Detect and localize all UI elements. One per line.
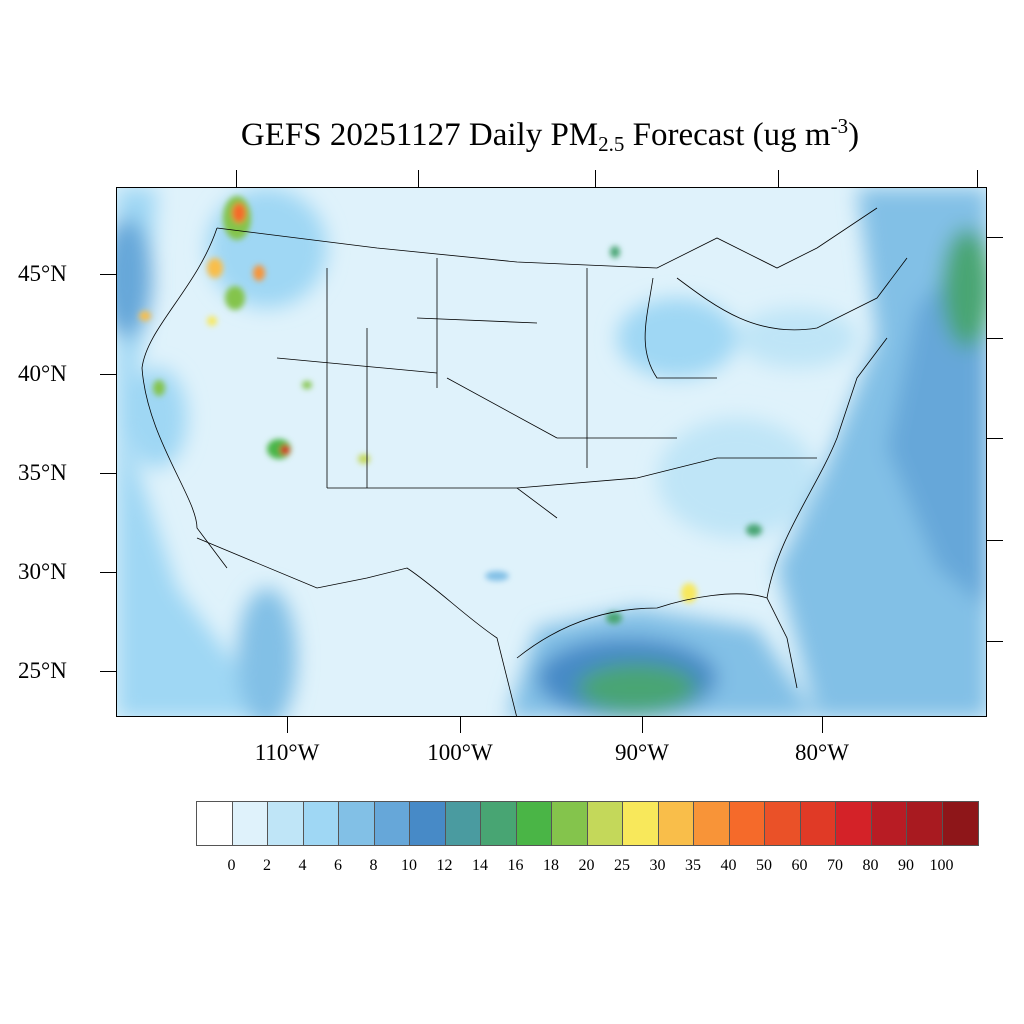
axis-tick [987, 237, 1003, 238]
colorbar-label: 0 [227, 857, 236, 874]
colorbar-box [268, 802, 304, 845]
lat-label: 45°N [18, 261, 67, 286]
axis-tick [642, 717, 643, 733]
axis-tick [987, 540, 1003, 541]
colorbar-box [658, 802, 694, 845]
lon-label: 100°W [427, 740, 493, 765]
colorbar-box [871, 802, 907, 845]
colorbar-label: 20 [578, 857, 595, 874]
axis-tick [460, 717, 461, 733]
lat-label: 25°N [18, 658, 67, 683]
colorbar-label: 80 [862, 857, 879, 874]
colorbar-label: 8 [369, 857, 378, 874]
colorbar-label: 2 [263, 857, 271, 874]
colorbar-box [942, 802, 978, 845]
colorbar-label: 70 [827, 857, 843, 874]
colorbar-box [516, 802, 552, 845]
colorbar [196, 801, 979, 846]
colorbar-label: 40 [720, 857, 737, 874]
axis-tick [987, 338, 1003, 339]
colorbar-label: 6 [334, 857, 342, 874]
lat-label: 40°N [18, 361, 67, 386]
lat-label: 30°N [18, 559, 67, 584]
colorbar-box [907, 802, 943, 845]
colorbar-box [481, 802, 517, 845]
colorbar-box [587, 802, 623, 845]
axis-tick [287, 717, 288, 733]
axis-tick [977, 170, 978, 187]
colorbar-label: 4 [298, 857, 307, 874]
lat-label: 35°N [18, 460, 67, 485]
colorbar-box [374, 802, 410, 845]
colorbar-label: 12 [436, 857, 453, 874]
colorbar-box [836, 802, 872, 845]
colorbar-label: 100 [929, 857, 954, 874]
colorbar-label: 30 [649, 857, 666, 874]
lon-label: 90°W [615, 740, 669, 765]
colorbar-label: 90 [898, 857, 914, 874]
colorbar-box [232, 802, 268, 845]
colorbar-box [729, 802, 765, 845]
colorbar-box [623, 802, 659, 845]
colorbar-box [765, 802, 801, 845]
colorbar-box [339, 802, 375, 845]
colorbar-box [800, 802, 836, 845]
colorbar-box [197, 802, 233, 845]
axis-tick [987, 438, 1003, 439]
lon-label: 110°W [254, 740, 320, 765]
axis-tick [100, 274, 116, 275]
lon-label: 80°W [795, 740, 849, 765]
chart-title: GEFS 20251127 Daily PM2.5 Forecast (ug m… [240, 114, 860, 156]
axis-tick [100, 572, 116, 573]
axis-tick [822, 717, 823, 733]
axis-tick [100, 473, 116, 474]
axis-tick [236, 170, 237, 187]
colorbar-label: 35 [685, 857, 701, 874]
colorbar-label: 60 [791, 857, 808, 874]
colorbar-label: 50 [756, 857, 772, 874]
colorbar-label: 16 [507, 857, 524, 874]
axis-tick [100, 374, 116, 375]
pm25-map [116, 187, 987, 717]
colorbar-box [410, 802, 446, 845]
axis-tick [987, 641, 1003, 642]
colorbar-box [445, 802, 481, 845]
colorbar-label: 25 [614, 857, 630, 874]
colorbar-label: 10 [401, 857, 417, 874]
colorbar-label: 14 [472, 857, 488, 874]
axis-tick [100, 671, 116, 672]
colorbar-box [552, 802, 588, 845]
colorbar-box [694, 802, 730, 845]
axis-tick [778, 170, 779, 187]
axis-tick [418, 170, 419, 187]
colorbar-label: 18 [543, 857, 559, 874]
colorbar-box [303, 802, 339, 845]
axis-tick [595, 170, 596, 187]
